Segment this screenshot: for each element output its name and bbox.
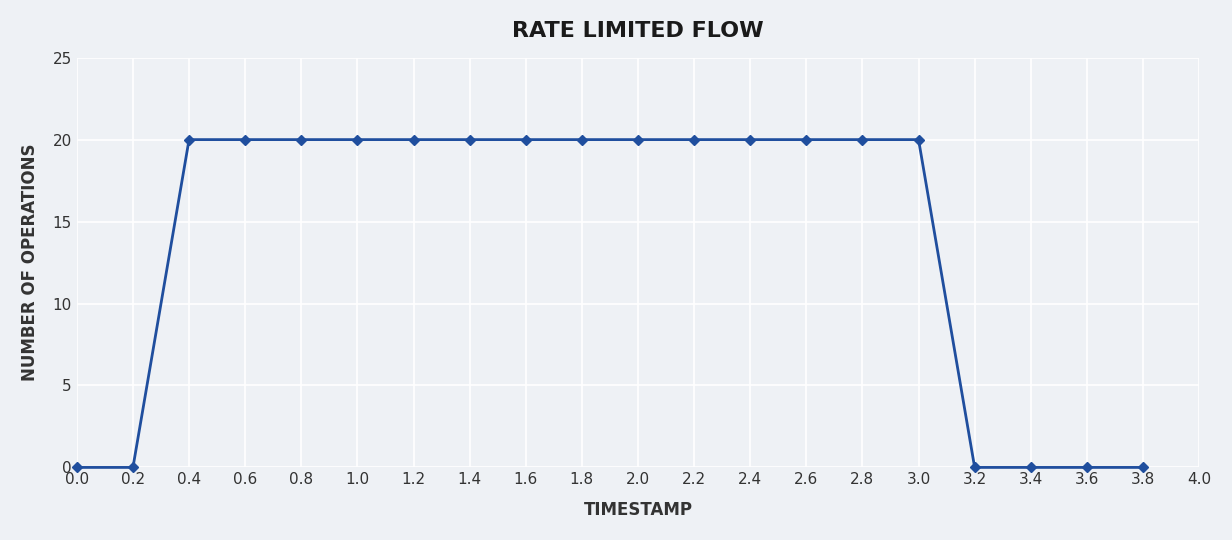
Y-axis label: NUMBER OF OPERATIONS: NUMBER OF OPERATIONS <box>21 144 39 381</box>
X-axis label: TIMESTAMP: TIMESTAMP <box>584 501 692 519</box>
Title: RATE LIMITED FLOW: RATE LIMITED FLOW <box>513 21 764 41</box>
